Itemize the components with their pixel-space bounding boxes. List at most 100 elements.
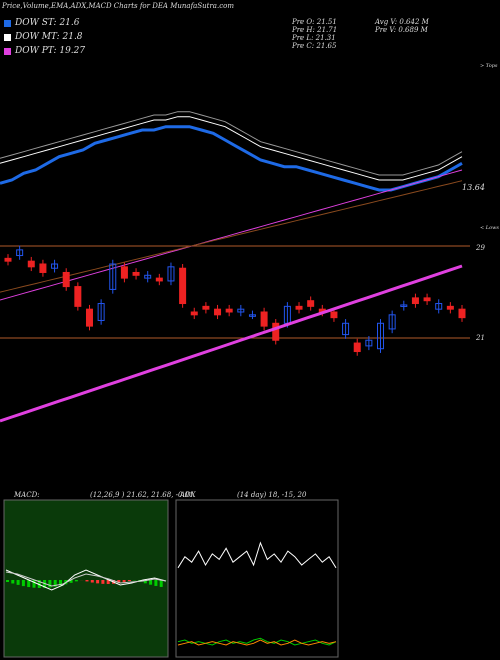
top-tag: > Tops xyxy=(480,63,498,69)
candle-body xyxy=(458,308,466,319)
candle-body xyxy=(446,305,454,310)
stat-pre-open: Pre O: 21.51 xyxy=(292,18,337,26)
macd-histogram-bar xyxy=(96,580,100,584)
macd-histogram-bar xyxy=(101,580,105,584)
candle-body xyxy=(120,266,128,279)
candle-body xyxy=(237,308,245,313)
macd-histogram-bar xyxy=(37,580,41,588)
candle-body xyxy=(411,297,419,305)
macd-params: (12,26,9 ) 21.62, 21.68, -0.01 xyxy=(90,491,194,499)
macd-histogram-bar xyxy=(21,580,25,587)
macd-histogram-bar xyxy=(27,580,31,588)
candle-body xyxy=(109,263,117,290)
legend-dow-st: DOW ST: 21.6 xyxy=(4,18,80,28)
macd-histogram-bar xyxy=(74,580,78,582)
candle-body xyxy=(97,303,105,321)
legend-label-mt: DOW MT: 21.8 xyxy=(15,32,83,42)
legend-swatch-mt xyxy=(4,33,11,41)
adx-params: (14 day) 18, -15, 20 xyxy=(237,491,307,499)
legend-dow-pt: DOW PT: 19.27 xyxy=(4,46,85,56)
macd-histogram-bar xyxy=(154,580,158,586)
macd-panel xyxy=(3,499,169,658)
candle-body xyxy=(62,271,70,288)
legend-dow-mt: DOW MT: 21.8 xyxy=(4,32,83,42)
macd-histogram-bar xyxy=(85,580,89,582)
stat-avg-volume: Avg V: 0.642 M xyxy=(375,18,429,26)
adx-line-2 xyxy=(177,639,337,646)
candle-body xyxy=(307,300,315,307)
stat-pre-low: Pre L: 21.31 xyxy=(292,34,336,42)
macd-histogram-bar xyxy=(16,580,20,585)
candle-body xyxy=(51,263,59,269)
macd-line-1 xyxy=(5,571,167,587)
candle-body xyxy=(39,263,47,273)
candle-body xyxy=(202,305,210,310)
macd-histogram-bar xyxy=(127,580,131,582)
candle-body xyxy=(225,308,233,313)
macd-histogram-bar xyxy=(117,580,121,584)
ema-line-2 xyxy=(0,169,463,301)
candle-body xyxy=(167,266,175,282)
macd-histogram-bar xyxy=(11,580,15,584)
candle-body xyxy=(155,277,163,282)
macd-histogram-bar xyxy=(143,580,147,584)
candle-body xyxy=(190,311,198,316)
candle-body xyxy=(74,286,82,307)
ema-longterm-line xyxy=(0,180,463,293)
low-tag: < Lows xyxy=(480,225,499,231)
candle-body xyxy=(377,322,385,350)
candle-body xyxy=(248,314,256,317)
macd-histogram-bar xyxy=(53,580,57,587)
macd-title: MACD: xyxy=(14,491,40,499)
macd-histogram-bar xyxy=(32,580,36,588)
candle-body xyxy=(295,305,303,310)
macd-histogram-bar xyxy=(90,580,94,583)
candle-body xyxy=(214,308,222,316)
candle-body xyxy=(132,271,140,276)
adx-title: ADX xyxy=(180,491,196,499)
macd-histogram-bar xyxy=(48,580,52,588)
price-last-label: 13.64 xyxy=(462,183,485,192)
candle-body xyxy=(365,339,373,347)
candle-body xyxy=(27,260,35,268)
level-lower-label: 21 xyxy=(476,334,485,342)
stat-pre-high: Pre H: 21.71 xyxy=(292,26,338,34)
macd-histogram-bar xyxy=(6,580,9,582)
macd-histogram-bar xyxy=(159,580,163,587)
macd-histogram-bar xyxy=(106,580,110,584)
legend-label-pt: DOW PT: 19.27 xyxy=(15,46,86,56)
candle-body xyxy=(388,314,396,330)
legend-swatch-pt xyxy=(4,47,11,55)
candle-body xyxy=(4,257,12,262)
legend-label-st: DOW ST: 21.6 xyxy=(15,18,80,28)
candle-body xyxy=(353,342,361,353)
macd-histogram-bar xyxy=(122,580,126,583)
candle-body xyxy=(435,303,443,310)
candle-body xyxy=(179,267,187,305)
stat-pre-close: Pre C: 21.65 xyxy=(292,42,337,50)
adx-line-1 xyxy=(177,637,337,646)
ema-line-1 xyxy=(0,116,463,181)
macd-histogram-bar xyxy=(69,580,73,583)
candle-body xyxy=(272,322,280,341)
candle-body xyxy=(16,249,24,257)
candle-body xyxy=(330,311,338,319)
adx-panel xyxy=(175,499,339,658)
dow-pt-trend-line xyxy=(0,264,463,423)
legend-swatch-st xyxy=(4,19,11,27)
macd-histogram-bar xyxy=(59,580,62,586)
candle-body xyxy=(144,274,152,279)
candle-body xyxy=(423,297,431,302)
macd-histogram-bar xyxy=(149,580,153,585)
candle-body xyxy=(342,322,350,336)
chart-title: Price,Volume,EMA,ADX,MACD Charts for DEA… xyxy=(2,2,234,10)
level-upper-label: 29 xyxy=(476,244,485,252)
adx-line-0 xyxy=(177,541,337,569)
stat-pre-volume: Pre V: 0.689 M xyxy=(375,26,428,34)
candle-body xyxy=(400,304,408,307)
ema-line-mt-band xyxy=(0,111,463,176)
candle-body xyxy=(260,311,268,327)
candle-body xyxy=(85,308,93,327)
ema-line-0 xyxy=(0,125,463,192)
